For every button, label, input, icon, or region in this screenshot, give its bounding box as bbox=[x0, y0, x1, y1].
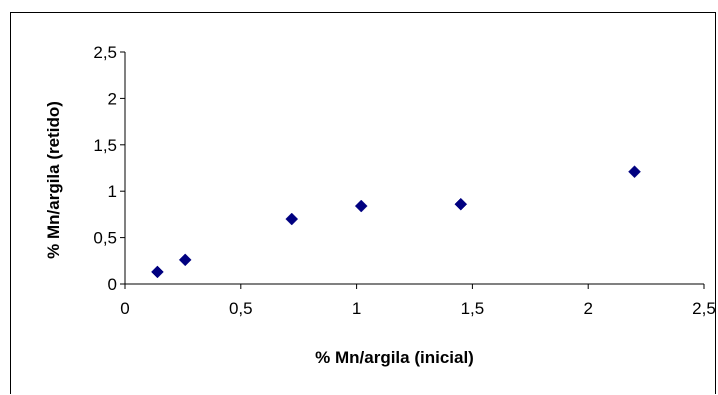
x-tick-label: 2,5 bbox=[692, 299, 716, 318]
y-tick-label: 2,5 bbox=[93, 43, 117, 62]
y-tick-label: 1 bbox=[108, 182, 117, 201]
y-axis-title: % Mn/argila (retido) bbox=[44, 101, 63, 259]
x-tick-label: 1 bbox=[352, 299, 361, 318]
ticks: 0 0,5 1 1,5 2 2,5 0 0,5 1 1,5 2 2,5 bbox=[93, 43, 715, 318]
x-tick-label: 0 bbox=[120, 299, 129, 318]
y-tick-label: 2 bbox=[108, 89, 117, 108]
x-tick-label: 2 bbox=[583, 299, 592, 318]
x-tick-label: 0,5 bbox=[229, 299, 253, 318]
y-tick-label: 0 bbox=[108, 275, 117, 294]
y-tick-label: 1,5 bbox=[93, 136, 117, 155]
scatter-chart: 0 0,5 1 1,5 2 2,5 0 0,5 1 1,5 2 2,5 % Mn/argila (in… bbox=[44, 43, 716, 367]
data-point bbox=[285, 212, 299, 226]
data-point bbox=[354, 199, 368, 213]
y-tick-label: 0,5 bbox=[93, 229, 117, 248]
data-points bbox=[151, 165, 641, 279]
axes bbox=[124, 52, 704, 285]
data-point bbox=[454, 197, 468, 211]
chart-frame: 0 0,5 1 1,5 2 2,5 0 0,5 1 1,5 2 2,5 % Mn/argila (in… bbox=[10, 12, 716, 394]
data-point bbox=[628, 165, 641, 179]
x-axis-title: % Mn/argila (inicial) bbox=[315, 348, 474, 367]
data-point bbox=[151, 265, 164, 279]
x-tick-label: 1,5 bbox=[461, 299, 485, 318]
data-point bbox=[178, 253, 192, 267]
